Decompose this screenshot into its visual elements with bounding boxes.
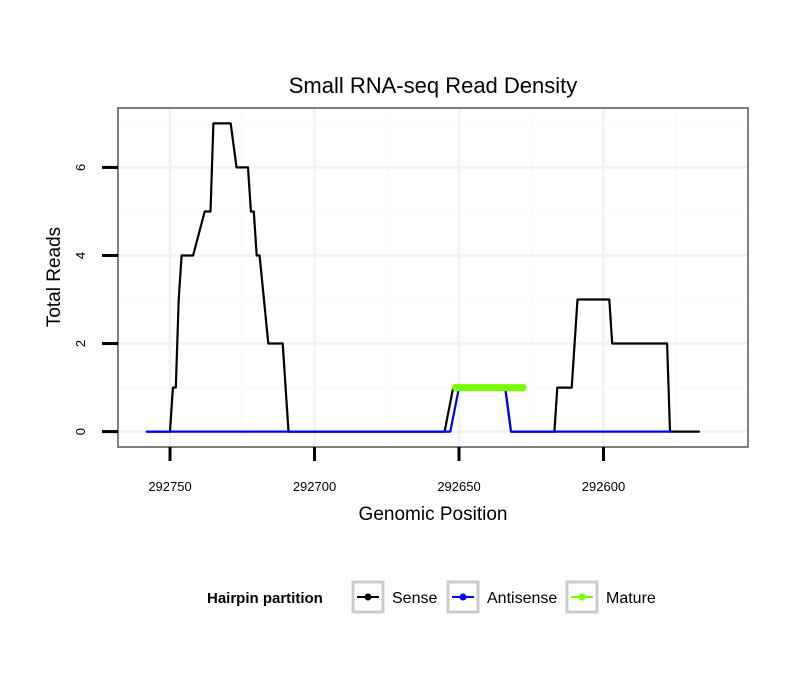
x-tick-label: 292700 — [293, 479, 336, 494]
series-point-mature — [452, 383, 461, 392]
y-axis: 0 2 4 6 — [73, 164, 118, 435]
legend-label-sense: Sense — [392, 590, 437, 607]
y-tick-label: 2 — [73, 340, 88, 347]
legend-label-antisense: Antisense — [487, 590, 557, 607]
y-tick-label: 0 — [73, 428, 88, 435]
legend-item-mature: Mature — [565, 580, 656, 614]
x-tick-label: 292750 — [148, 479, 191, 494]
legend-title: Hairpin partition — [207, 590, 323, 607]
plot-border — [117, 107, 749, 448]
x-axis: 292750 292700 292650 292600 — [148, 447, 625, 494]
legend-item-sense: Sense — [351, 580, 437, 614]
series-line-antisense — [145, 386, 672, 433]
y-tick-label: 6 — [73, 164, 88, 171]
chart-title: Small RNA-seq Read Density — [289, 73, 578, 98]
legend-dot-antisense — [459, 593, 467, 601]
legend-item-antisense: Antisense — [446, 580, 557, 614]
x-tick-label: 292650 — [437, 479, 480, 494]
series-point-mature — [518, 383, 527, 392]
x-tick-label: 292600 — [582, 479, 625, 494]
legend: Hairpin partition Sense Antisense Mature — [207, 580, 656, 614]
y-axis-label: Total Reads — [44, 227, 65, 327]
series-line-sense — [145, 122, 701, 433]
legend-key-antisense — [446, 580, 480, 614]
plot-panel — [118, 108, 748, 447]
y-tick-label: 4 — [73, 252, 88, 259]
legend-dot-mature — [578, 593, 586, 601]
series-layer — [145, 122, 701, 433]
legend-label-mature: Mature — [606, 590, 656, 607]
legend-dot-sense — [364, 593, 372, 601]
x-axis-label: Genomic Position — [359, 504, 508, 525]
